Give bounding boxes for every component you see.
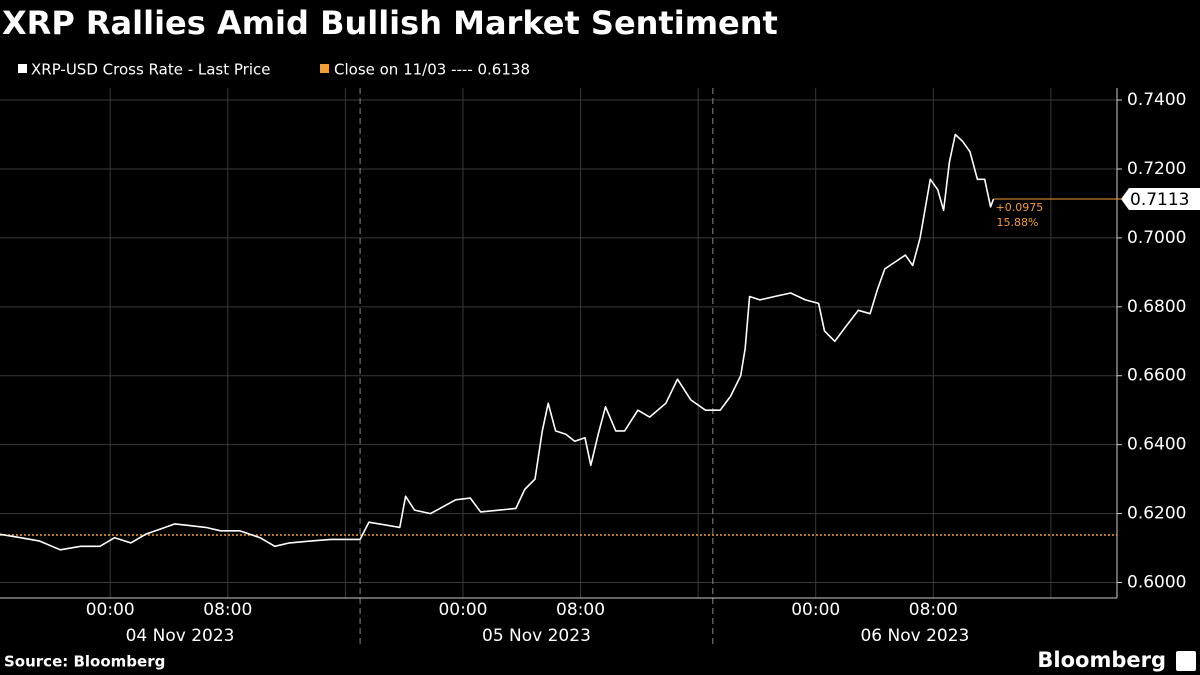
y-tick-label: 0.6600	[1127, 366, 1186, 386]
brand-icon	[1176, 651, 1196, 671]
legend-label: Close on 11/03 ---- 0.6138	[334, 61, 530, 79]
y-tick-label: 0.6400	[1127, 435, 1186, 455]
brand: Bloomberg	[1037, 648, 1166, 672]
y-tick-label: 0.7400	[1127, 90, 1186, 110]
legend-label: XRP-USD Cross Rate - Last Price	[31, 61, 270, 79]
x-tick-label: 00:00	[86, 600, 135, 620]
last-price-label: 0.7113	[1130, 190, 1189, 210]
x-tick-label: 08:00	[556, 600, 605, 620]
y-tick-label: 0.7200	[1127, 159, 1186, 179]
x-tick-label: 00:00	[438, 600, 487, 620]
y-tick-label: 0.6200	[1127, 504, 1186, 524]
date-label: 04 Nov 2023	[126, 626, 235, 646]
y-tick-label: 0.6000	[1127, 572, 1186, 592]
x-tick-label: 08:00	[909, 600, 958, 620]
legend-swatch	[18, 64, 27, 73]
change-label: +0.0975	[996, 201, 1044, 214]
price-line	[0, 133, 995, 551]
source: Source: Bloomberg	[4, 653, 165, 671]
date-label: 06 Nov 2023	[860, 626, 969, 646]
change-pct-label: 15.88%	[997, 216, 1039, 229]
x-tick-label: 00:00	[791, 600, 840, 620]
y-tick-label: 0.6800	[1127, 297, 1186, 317]
last-price-box	[1121, 187, 1200, 210]
x-tick-label: 08:00	[203, 600, 252, 620]
y-tick-label: 0.7000	[1127, 228, 1186, 248]
chart-title: XRP Rallies Amid Bullish Market Sentimen…	[2, 4, 778, 42]
date-label: 05 Nov 2023	[482, 626, 591, 646]
legend-swatch	[320, 64, 329, 73]
